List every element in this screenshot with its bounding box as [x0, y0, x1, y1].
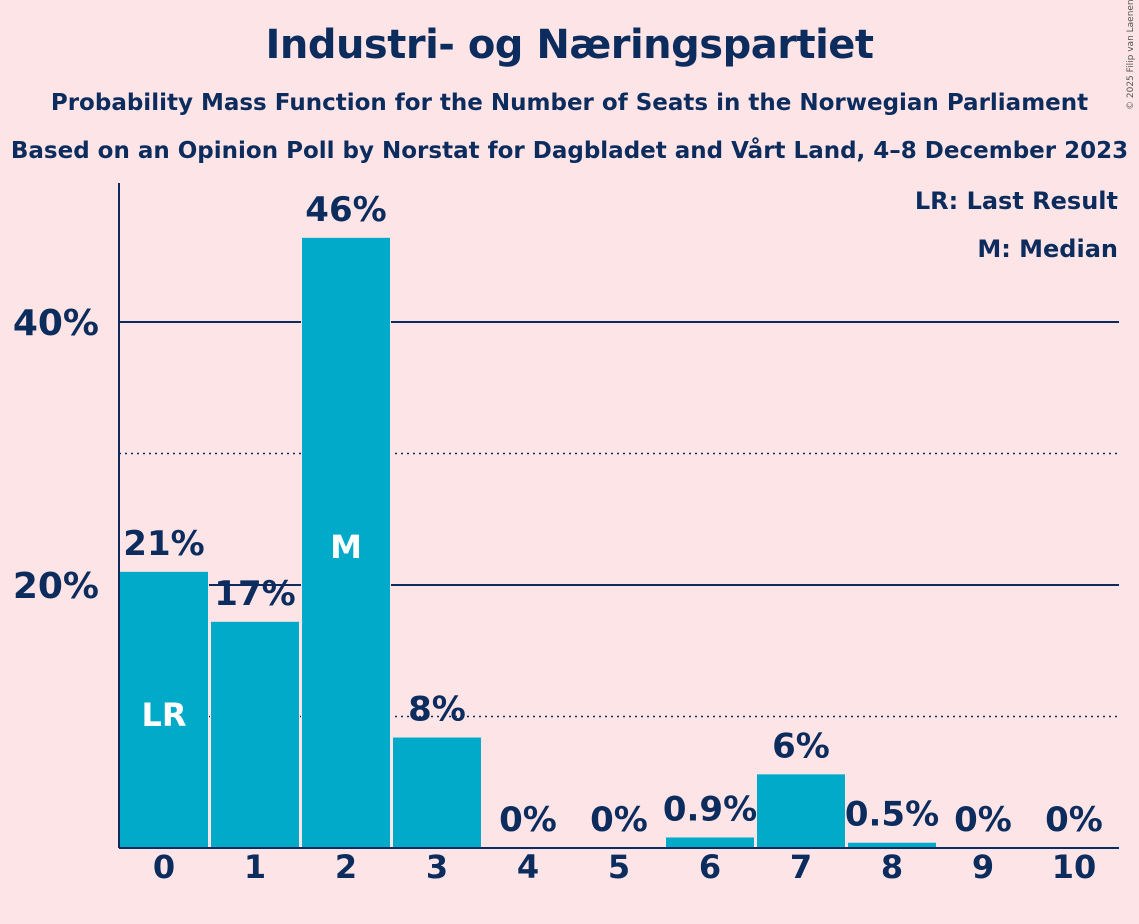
axes: [118, 183, 1119, 849]
bar-value-label: 46%: [305, 190, 386, 230]
bars: [119, 236, 937, 849]
bar-marker-lr: LR: [141, 696, 186, 734]
bar-2: [302, 237, 390, 849]
x-tick-label: 1: [244, 848, 266, 886]
bar-7: [757, 774, 845, 848]
gridlines: [119, 321, 1119, 718]
bar-value-label: 21%: [123, 524, 204, 564]
bar-marker-m: M: [330, 528, 362, 566]
chart-subtitle-description: Probability Mass Function for the Number…: [50, 90, 1089, 116]
bar-value-label: 0.5%: [845, 795, 939, 835]
x-tick-label: 8: [881, 848, 903, 886]
bar-value-label: 8%: [408, 690, 466, 730]
x-tick-label: 7: [790, 848, 812, 886]
x-tick-label: 6: [699, 848, 721, 886]
bar-value-label: 0%: [1045, 800, 1103, 840]
tick-labels: 20% 40% 0 1 2 3 4 5 6 7 8 9 10: [13, 303, 1096, 886]
y-tick-label: 20%: [13, 566, 99, 607]
x-tick-label: 3: [426, 848, 448, 886]
bar-value-label: 6%: [772, 726, 830, 766]
bar-value-label: 0%: [954, 800, 1012, 840]
bar-3: [393, 737, 481, 848]
bar-value-label: 0.9%: [663, 789, 757, 829]
bar-value-labels: 21%17% 46% 8% 0% 0% 0.9% 6% 0.5% 0% 0%: [123, 190, 1103, 840]
chart-subtitle-source: Based on an Opinion Poll by Norstat for …: [10, 138, 1129, 164]
x-tick-label: 10: [1052, 848, 1097, 886]
bar-markers: LR M: [141, 528, 361, 734]
legend-last-result: LR: Last Result: [915, 187, 1118, 215]
x-tick-label: 2: [335, 848, 357, 886]
bar-6: [666, 837, 754, 848]
y-tick-label: 40%: [13, 303, 99, 344]
bar-0: [120, 571, 208, 848]
x-tick-label: 4: [517, 848, 539, 886]
bar-value-label: 17%: [214, 574, 295, 614]
chart-title: Industri- og Næringspartiet: [265, 22, 874, 68]
x-tick-label: 9: [972, 848, 994, 886]
x-tick-label: 5: [608, 848, 630, 886]
bar-value-label: 0%: [499, 800, 557, 840]
bar-value-label: 0%: [590, 800, 648, 840]
bar-8: [848, 842, 936, 848]
bar-1: [211, 621, 299, 848]
x-tick-label: 0: [153, 848, 175, 886]
legend-median: M: Median: [977, 235, 1118, 263]
